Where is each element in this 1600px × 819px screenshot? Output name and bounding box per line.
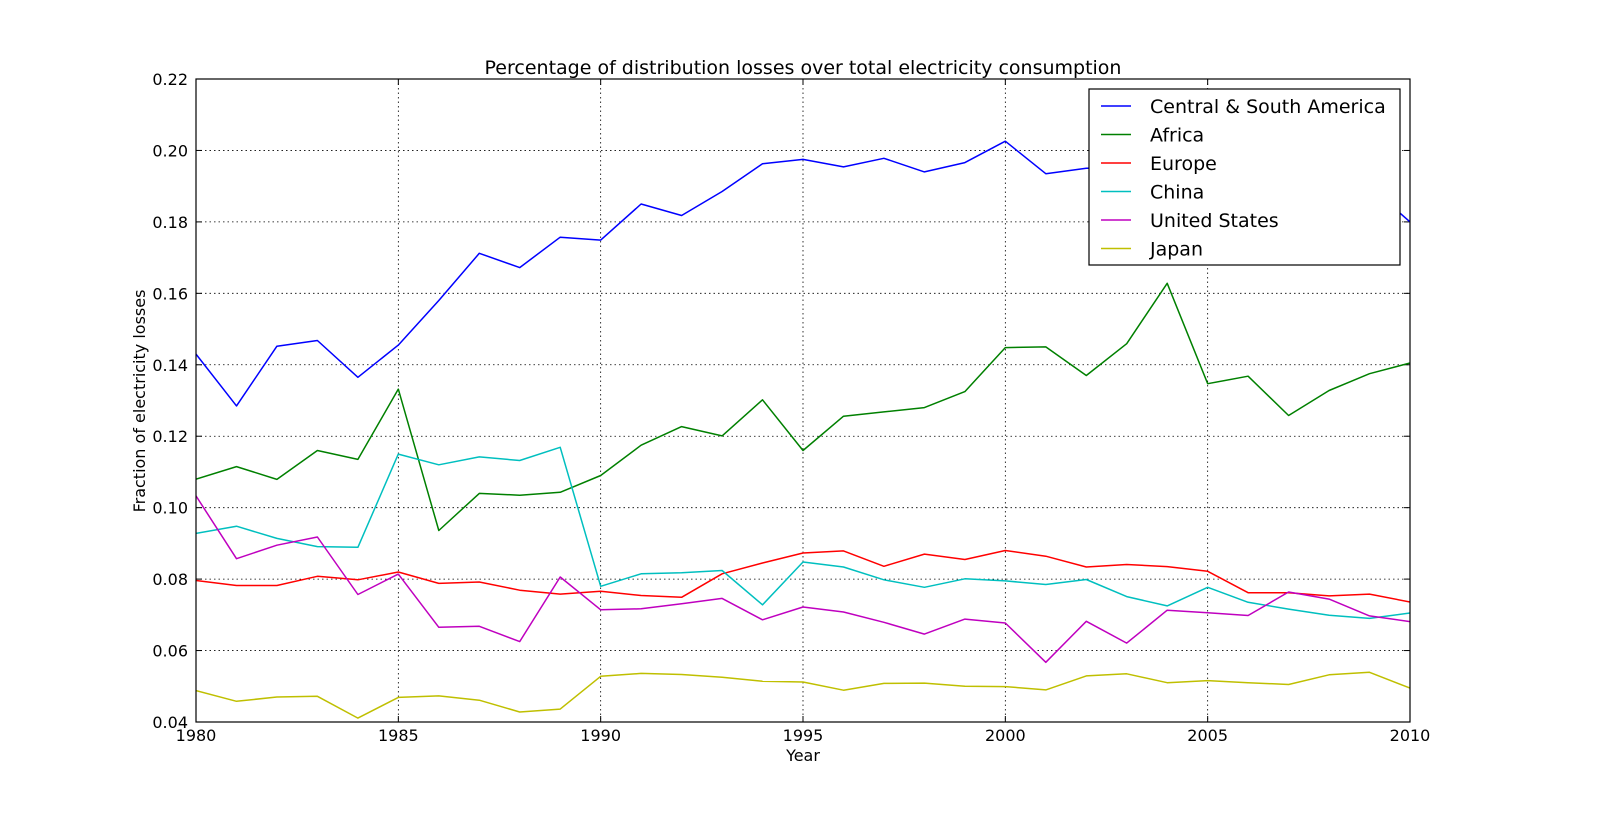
x-tick-label: 1980 <box>176 726 217 745</box>
legend: Central & South America Africa Europe China… <box>1088 88 1401 266</box>
y-tick-label: 0.06 <box>152 642 188 661</box>
x-tick-label: 1990 <box>580 726 621 745</box>
x-tick-label: 2005 <box>1187 726 1228 745</box>
y-tick-label: 0.16 <box>152 284 188 303</box>
x-tick-label: 2010 <box>1390 726 1431 745</box>
plot-frame <box>195 78 1411 723</box>
y-tick-label: 0.14 <box>152 356 188 375</box>
legend-box <box>1088 88 1401 266</box>
y-tick-label: 0.20 <box>152 141 188 160</box>
legend-label-japan: Japan <box>1149 239 1203 261</box>
y-tick-label: 0.08 <box>152 570 188 589</box>
series-line-japan <box>196 671 1410 719</box>
legend-label-united-states: United States <box>1150 210 1279 232</box>
grid-lines <box>196 79 1410 722</box>
y-tick-label: 0.12 <box>152 427 188 446</box>
chart-title: Percentage of distribution losses over t… <box>485 57 1122 79</box>
y-tick-label: 0.22 <box>152 70 188 89</box>
series-line-europe <box>196 549 1410 603</box>
legend-label-china: China <box>1150 182 1204 204</box>
tick-labels: 1980 1985 1990 1995 2000 2005 2010 0.04 0.06 0.08… <box>152 70 1430 745</box>
series-line-china <box>196 446 1410 620</box>
legend-label-europe: Europe <box>1150 153 1217 175</box>
x-tick-label: 1985 <box>378 726 419 745</box>
legend-label-central-south-america: Central & South America <box>1150 96 1386 118</box>
x-axis-label: Year <box>785 746 820 765</box>
y-axis-label: Fraction of electricity losses <box>130 290 149 513</box>
legend-label-africa: Africa <box>1150 125 1204 147</box>
series-line-africa <box>196 282 1410 532</box>
y-tick-label: 0.18 <box>152 213 188 232</box>
x-tick-label: 1995 <box>783 726 824 745</box>
y-tick-label: 0.10 <box>152 499 188 518</box>
x-tick-label: 2000 <box>985 726 1026 745</box>
y-tick-label: 0.04 <box>152 713 188 732</box>
series-line-united-states <box>196 495 1410 664</box>
